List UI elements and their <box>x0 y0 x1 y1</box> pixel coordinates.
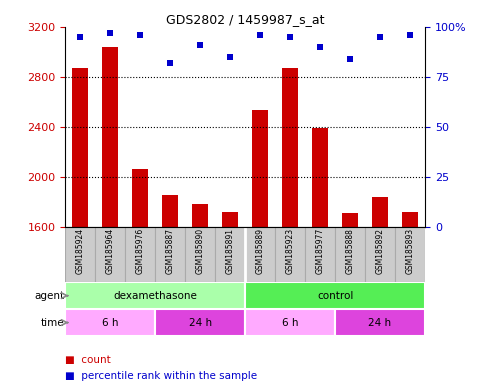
Text: GSM185890: GSM185890 <box>196 228 205 274</box>
Text: GSM185888: GSM185888 <box>345 228 355 274</box>
Bar <box>335 309 425 336</box>
Text: dexamethasone: dexamethasone <box>113 291 197 301</box>
Bar <box>275 227 305 282</box>
Bar <box>162 195 178 227</box>
Bar <box>372 197 388 227</box>
Text: 6 h: 6 h <box>102 318 118 328</box>
Bar <box>395 227 425 282</box>
Bar <box>252 111 269 227</box>
Bar <box>155 309 245 336</box>
Text: agent: agent <box>34 291 65 301</box>
Text: GSM185964: GSM185964 <box>106 228 114 275</box>
Bar <box>305 227 335 282</box>
Text: GSM185923: GSM185923 <box>285 228 295 274</box>
Bar <box>365 227 395 282</box>
Bar <box>125 227 155 282</box>
Text: GSM185977: GSM185977 <box>315 228 325 275</box>
Bar <box>342 213 358 227</box>
Bar <box>402 212 418 227</box>
Text: GSM185892: GSM185892 <box>376 228 384 274</box>
Text: ■  count: ■ count <box>65 355 111 365</box>
Bar <box>155 227 185 282</box>
Bar <box>65 282 245 309</box>
Bar <box>312 128 328 227</box>
Text: GSM185887: GSM185887 <box>166 228 175 274</box>
Title: GDS2802 / 1459987_s_at: GDS2802 / 1459987_s_at <box>166 13 325 26</box>
Text: GSM185891: GSM185891 <box>226 228 235 274</box>
Bar <box>132 169 148 227</box>
Bar <box>185 227 215 282</box>
Bar <box>65 227 95 282</box>
Text: control: control <box>317 291 353 301</box>
Bar <box>245 227 275 282</box>
Text: GSM185976: GSM185976 <box>136 228 145 275</box>
Text: ■  percentile rank within the sample: ■ percentile rank within the sample <box>65 371 257 381</box>
Bar <box>102 47 118 227</box>
Text: GSM185924: GSM185924 <box>76 228 85 274</box>
Text: time: time <box>41 318 65 328</box>
Bar <box>215 227 245 282</box>
Bar <box>245 282 425 309</box>
Bar <box>95 227 125 282</box>
Bar <box>282 68 298 227</box>
Text: GSM185889: GSM185889 <box>256 228 265 274</box>
Text: GSM185893: GSM185893 <box>406 228 414 274</box>
Text: 24 h: 24 h <box>369 318 392 328</box>
Bar <box>222 212 239 227</box>
Bar <box>192 204 208 227</box>
Text: 24 h: 24 h <box>188 318 212 328</box>
Bar <box>335 227 365 282</box>
Bar <box>72 68 88 227</box>
Bar <box>245 309 335 336</box>
Text: 6 h: 6 h <box>282 318 298 328</box>
Bar <box>65 309 155 336</box>
